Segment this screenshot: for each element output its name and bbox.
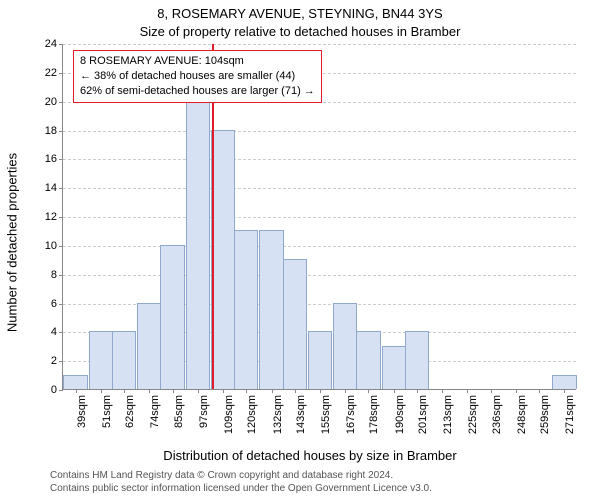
x-tick-label: 178sqm	[368, 395, 380, 434]
x-tick-mark	[320, 389, 321, 393]
x-tick-mark	[467, 389, 468, 393]
histogram-bar	[112, 331, 136, 389]
info-line1: 8 ROSEMARY AVENUE: 104sqm	[80, 54, 315, 69]
chart-container: 8, ROSEMARY AVENUE, STEYNING, BN44 3YS S…	[0, 0, 600, 500]
x-tick-label: 155sqm	[320, 395, 332, 434]
histogram-bar	[382, 346, 406, 389]
x-tick-label: 190sqm	[394, 395, 406, 434]
y-tick-mark	[59, 73, 63, 74]
y-tick-mark	[59, 188, 63, 189]
histogram-bar	[356, 331, 380, 389]
x-tick-label: 97sqm	[198, 395, 210, 428]
histogram-bar	[89, 331, 113, 389]
x-tick-mark	[246, 389, 247, 393]
x-tick-mark	[368, 389, 369, 393]
histogram-bar	[137, 303, 161, 390]
x-tick-label: 62sqm	[124, 395, 136, 428]
x-tick-mark	[516, 389, 517, 393]
x-tick-mark	[394, 389, 395, 393]
x-tick-mark	[564, 389, 565, 393]
y-gridline	[63, 246, 576, 247]
histogram-bar	[333, 303, 357, 390]
footer-line1: Contains HM Land Registry data © Crown c…	[50, 470, 393, 481]
histogram-bar	[211, 130, 235, 390]
x-tick-label: 201sqm	[417, 395, 429, 434]
y-tick-mark	[59, 131, 63, 132]
x-tick-label: 132sqm	[272, 395, 284, 434]
x-tick-label: 143sqm	[295, 395, 307, 434]
x-tick-label: 120sqm	[246, 395, 258, 434]
x-tick-mark	[101, 389, 102, 393]
y-tick-mark	[59, 159, 63, 160]
x-tick-label: 51sqm	[101, 395, 113, 428]
x-tick-label: 109sqm	[223, 395, 235, 434]
y-tick-mark	[59, 332, 63, 333]
y-axis-label: Number of detached properties	[5, 153, 20, 332]
x-tick-mark	[539, 389, 540, 393]
x-tick-label: 259sqm	[539, 395, 551, 434]
y-tick-mark	[59, 390, 63, 391]
chart-title-line1: 8, ROSEMARY AVENUE, STEYNING, BN44 3YS	[157, 6, 442, 21]
y-gridline	[63, 159, 576, 160]
x-tick-mark	[272, 389, 273, 393]
attribution-footer: Contains HM Land Registry data © Crown c…	[50, 470, 432, 495]
y-tick-mark	[59, 275, 63, 276]
y-tick-mark	[59, 246, 63, 247]
x-tick-label: 167sqm	[345, 395, 357, 434]
x-tick-mark	[442, 389, 443, 393]
y-gridline	[63, 131, 576, 132]
info-line2: ← 38% of detached houses are smaller (44…	[80, 69, 315, 84]
x-tick-label: 85sqm	[173, 395, 185, 428]
histogram-bar	[186, 101, 210, 389]
histogram-bar	[405, 331, 429, 389]
x-tick-mark	[76, 389, 77, 393]
x-tick-mark	[491, 389, 492, 393]
x-tick-label: 248sqm	[516, 395, 528, 434]
x-tick-label: 39sqm	[76, 395, 88, 428]
x-tick-label: 236sqm	[491, 395, 503, 434]
chart-title-line2: Size of property relative to detached ho…	[140, 24, 461, 39]
info-box: 8 ROSEMARY AVENUE: 104sqm← 38% of detach…	[73, 50, 322, 103]
y-tick-mark	[59, 361, 63, 362]
histogram-bar	[160, 245, 184, 389]
x-tick-mark	[295, 389, 296, 393]
info-line3: 62% of semi-detached houses are larger (…	[80, 84, 315, 99]
y-tick-mark	[59, 217, 63, 218]
y-gridline	[63, 188, 576, 189]
histogram-bar	[308, 331, 332, 389]
y-tick-mark	[59, 102, 63, 103]
x-tick-mark	[124, 389, 125, 393]
x-axis-label: Distribution of detached houses by size …	[163, 448, 456, 463]
x-tick-mark	[417, 389, 418, 393]
y-gridline	[63, 275, 576, 276]
x-tick-mark	[149, 389, 150, 393]
histogram-bar	[283, 259, 307, 389]
x-tick-mark	[223, 389, 224, 393]
histogram-bar	[552, 375, 576, 389]
x-tick-label: 271sqm	[564, 395, 576, 434]
plot-area: 02468101214161820222439sqm51sqm62sqm74sq…	[62, 44, 576, 390]
x-tick-mark	[173, 389, 174, 393]
x-tick-mark	[198, 389, 199, 393]
y-tick-mark	[59, 304, 63, 305]
x-tick-label: 74sqm	[149, 395, 161, 428]
histogram-bar	[259, 230, 283, 389]
histogram-bar	[234, 230, 258, 389]
y-gridline	[63, 217, 576, 218]
x-tick-label: 213sqm	[442, 395, 454, 434]
histogram-bar	[63, 375, 87, 389]
y-tick-mark	[59, 44, 63, 45]
x-tick-label: 225sqm	[467, 395, 479, 434]
footer-line2: Contains public sector information licen…	[50, 483, 432, 494]
y-gridline	[63, 44, 576, 45]
x-tick-mark	[345, 389, 346, 393]
